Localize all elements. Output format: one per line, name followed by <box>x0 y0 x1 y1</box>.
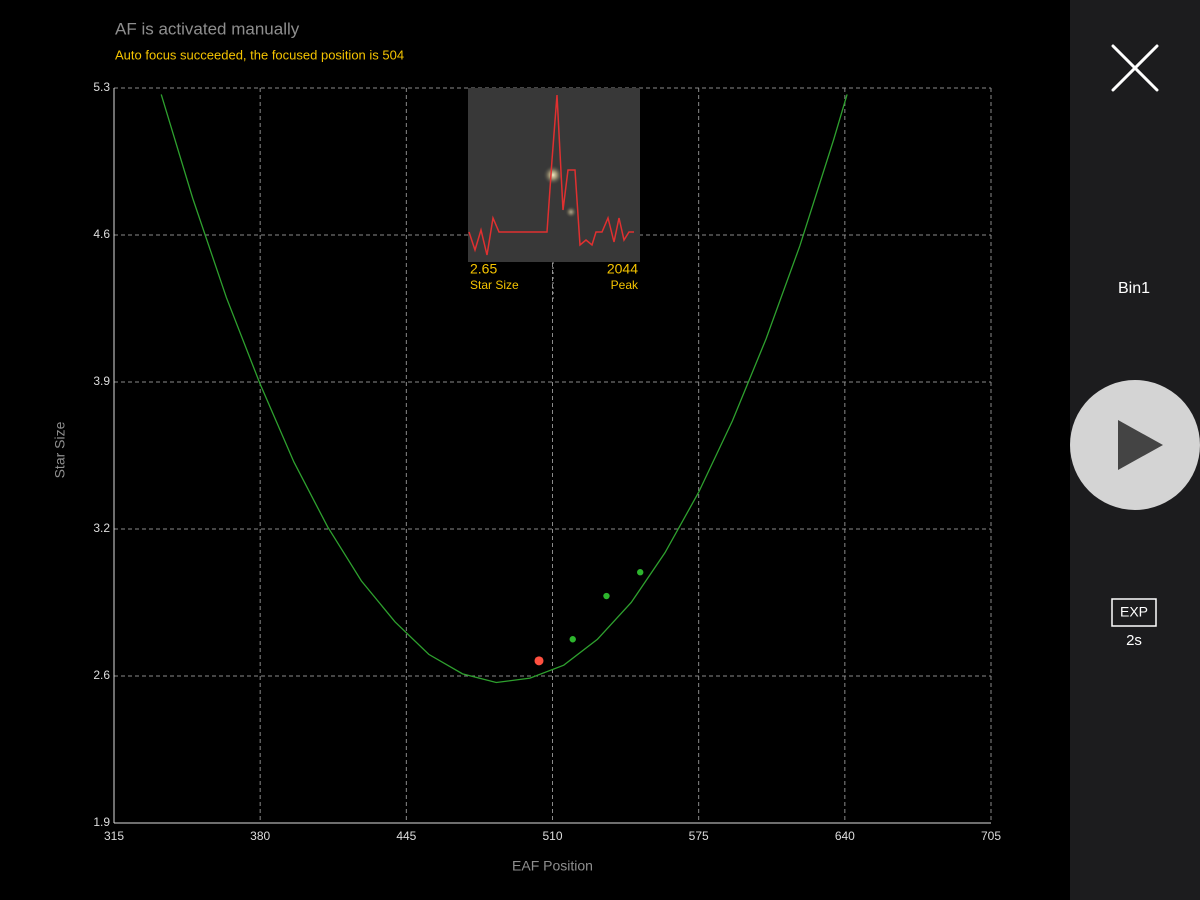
star-image <box>543 165 563 185</box>
inset: 2.65 Star Size 2044 Peak <box>468 88 640 300</box>
fit-curve <box>160 94 848 684</box>
binning-button[interactable]: Bin1 <box>1118 280 1150 297</box>
x-tick-label: 315 <box>104 829 124 843</box>
data-point <box>637 569 644 576</box>
sidebar: Bin1 EXP 2s <box>1070 0 1200 900</box>
x-axis-title: EAF Position <box>512 858 593 874</box>
y-tick-label: 1.9 <box>93 815 110 829</box>
star-image <box>565 206 577 218</box>
peak-value: 2044 <box>607 261 638 277</box>
y-axis-title: Star Size <box>52 421 68 478</box>
exposure-value: 2s <box>1126 632 1142 649</box>
y-tick-label: 3.2 <box>93 521 110 535</box>
star-size-label: Star Size <box>470 278 519 292</box>
exposure-label: EXP <box>1120 604 1148 620</box>
y-tick-label: 3.9 <box>93 374 110 388</box>
play-button[interactable] <box>1070 380 1200 510</box>
star-profile <box>468 94 634 256</box>
x-tick-label: 575 <box>689 829 709 843</box>
x-tick-label: 640 <box>835 829 855 843</box>
header-title: AF is activated manually <box>115 19 300 38</box>
x-tick-label: 510 <box>542 829 562 843</box>
x-tick-label: 445 <box>396 829 416 843</box>
x-tick-label: 380 <box>250 829 270 843</box>
x-tick-label: 705 <box>981 829 1001 843</box>
data-point <box>569 636 576 643</box>
close-button[interactable] <box>1111 44 1159 92</box>
peak-label: Peak <box>611 278 639 292</box>
y-tick-label: 5.3 <box>93 80 110 94</box>
data-point <box>603 592 610 600</box>
y-tick-label: 2.6 <box>93 668 110 682</box>
y-tick-label: 4.6 <box>93 227 110 241</box>
status-message: Auto focus succeeded, the focused positi… <box>115 47 404 62</box>
exposure-box[interactable] <box>1111 598 1157 627</box>
focus-point <box>534 656 544 666</box>
star-size-value: 2.65 <box>470 261 497 277</box>
